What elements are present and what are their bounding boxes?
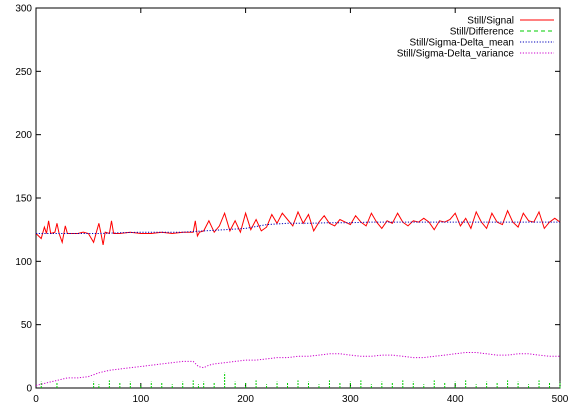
series-still-difference — [40, 372, 561, 388]
y-tick-label: 50 — [21, 320, 33, 331]
series-still-sigma-delta-mean — [36, 221, 560, 234]
y-tick-label: 250 — [15, 67, 32, 78]
x-tick-label: 500 — [552, 394, 569, 405]
y-tick-label: 150 — [15, 194, 32, 205]
series-still-sigma-delta-variance — [35, 352, 560, 386]
x-axis: 0 100 200 300 400 500 — [33, 8, 569, 405]
legend-entry: Still/Sigma-Delta_mean — [410, 38, 554, 49]
x-tick-label: 300 — [342, 394, 359, 405]
y-tick-label: 0 — [26, 384, 32, 395]
series-layer — [35, 209, 561, 388]
legend-label: Still/Sigma-Delta_mean — [410, 38, 515, 49]
legend: Still/SignalStill/DifferenceStill/Sigma-… — [397, 16, 554, 60]
plot-border — [35, 7, 561, 389]
series-line — [35, 209, 561, 245]
y-axis: 0 50 100 150 200 250 300 — [15, 4, 560, 395]
x-tick-label: 400 — [447, 394, 464, 405]
legend-entry: Still/Difference — [450, 27, 554, 38]
series-line — [36, 221, 560, 234]
legend-label: Still/Signal — [467, 16, 514, 27]
y-tick-label: 100 — [15, 257, 32, 268]
plot-area — [35, 7, 561, 389]
x-tick-label: 0 — [33, 394, 39, 405]
legend-label: Still/Difference — [450, 27, 515, 38]
x-tick-label: 200 — [237, 394, 254, 405]
legend-label: Still/Sigma-Delta_variance — [397, 49, 515, 60]
legend-entry: Still/Signal — [467, 16, 554, 27]
y-tick-label: 300 — [15, 4, 32, 15]
legend-entry: Still/Sigma-Delta_variance — [397, 49, 554, 60]
y-tick-label: 200 — [15, 130, 32, 141]
x-tick-label: 100 — [132, 394, 149, 405]
series-line — [35, 352, 560, 386]
series-still-signal — [35, 209, 561, 245]
